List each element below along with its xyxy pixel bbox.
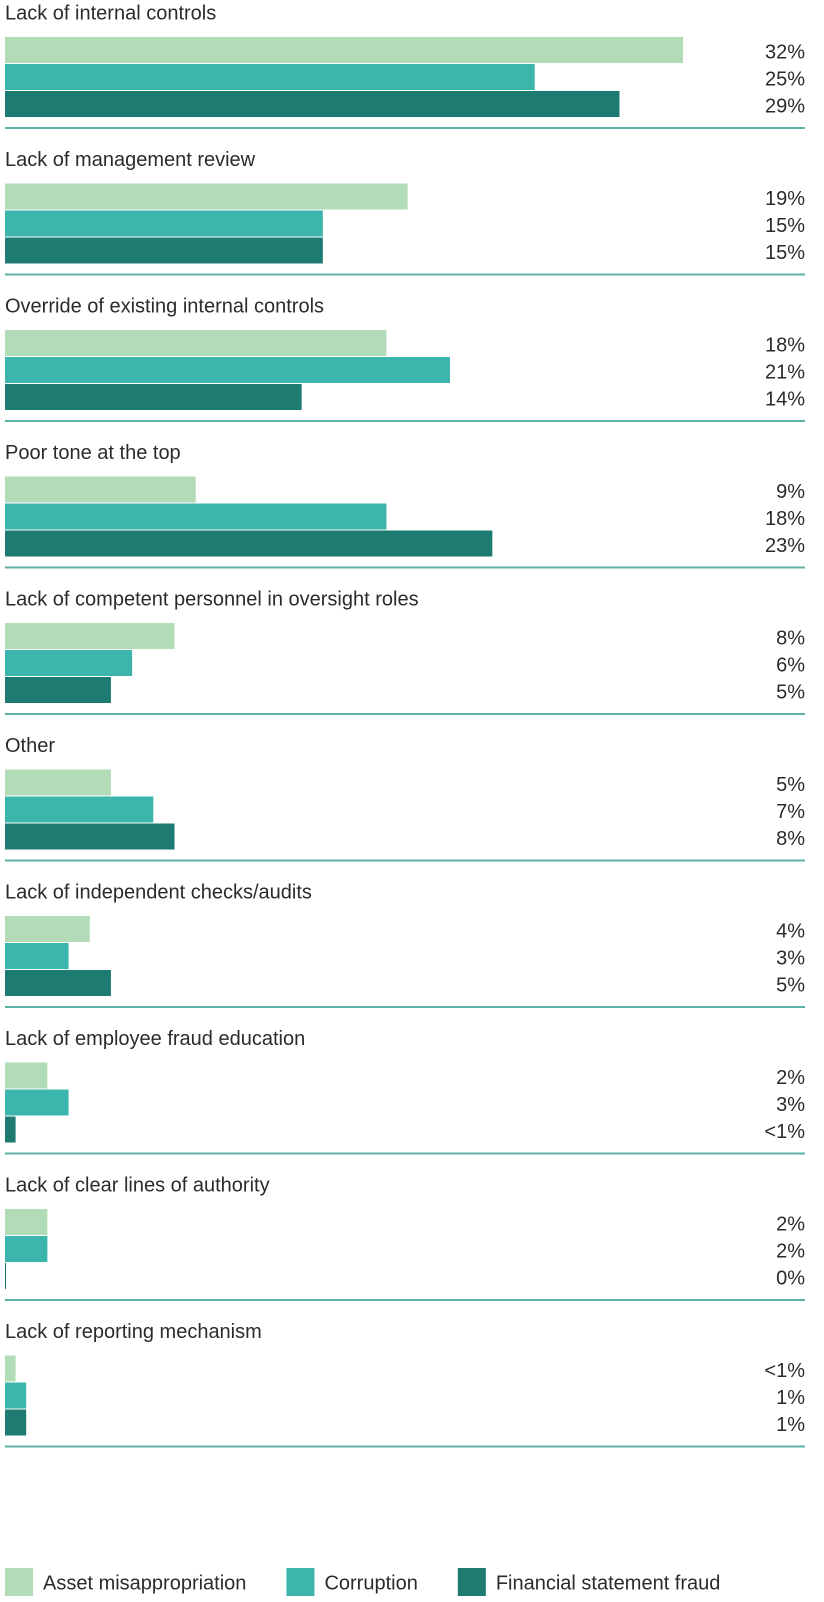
value-label: 2% xyxy=(776,1213,805,1235)
bar xyxy=(5,91,620,117)
bar xyxy=(5,503,387,530)
value-label: 1% xyxy=(776,1414,805,1436)
bar xyxy=(5,769,111,796)
value-label: 0% xyxy=(776,1267,805,1289)
value-label: 3% xyxy=(776,1094,805,1116)
value-label: 18% xyxy=(765,334,805,356)
legend-label: Asset misappropriation xyxy=(43,1572,246,1594)
legend-label: Financial statement fraud xyxy=(496,1572,721,1594)
category-label: Lack of clear lines of authority xyxy=(5,1174,270,1196)
category-label: Lack of internal controls xyxy=(5,2,216,24)
bar xyxy=(5,623,175,649)
value-label: 18% xyxy=(765,508,805,530)
bar xyxy=(5,1116,16,1143)
value-label: 7% xyxy=(776,801,805,823)
value-label: 5% xyxy=(776,774,805,796)
value-label: <1% xyxy=(764,1360,805,1382)
bar xyxy=(5,1236,48,1262)
category-label: Override of existing internal controls xyxy=(5,295,324,317)
bar xyxy=(5,530,493,557)
value-label: 15% xyxy=(765,215,805,237)
category-label: Other xyxy=(5,735,55,757)
value-label: 3% xyxy=(776,947,805,969)
value-label: 29% xyxy=(765,95,805,117)
value-label: 4% xyxy=(776,920,805,942)
bar xyxy=(5,37,684,63)
value-label: <1% xyxy=(764,1121,805,1143)
legend-swatch xyxy=(5,1568,33,1596)
bar xyxy=(5,384,302,410)
value-label: 25% xyxy=(765,68,805,90)
bar xyxy=(5,970,111,996)
bar xyxy=(5,943,69,969)
bar xyxy=(5,1263,6,1289)
bar xyxy=(5,330,387,356)
bar xyxy=(5,357,450,383)
value-label: 9% xyxy=(776,481,805,503)
category-label: Lack of competent personnel in oversight… xyxy=(5,588,419,610)
bar xyxy=(5,1409,27,1436)
bar xyxy=(5,476,196,503)
value-label: 6% xyxy=(776,654,805,676)
category-label: Lack of reporting mechanism xyxy=(5,1321,262,1343)
value-label: 19% xyxy=(765,188,805,210)
value-label: 5% xyxy=(776,681,805,703)
value-label: 1% xyxy=(776,1387,805,1409)
legend-label: Corruption xyxy=(324,1572,417,1594)
legend-swatch xyxy=(457,1568,486,1596)
category-label: Lack of management review xyxy=(5,149,256,171)
value-label: 15% xyxy=(765,242,805,264)
value-label: 21% xyxy=(765,361,805,383)
bar xyxy=(5,916,90,942)
category-label: Lack of employee fraud education xyxy=(5,1028,305,1050)
value-label: 8% xyxy=(776,627,805,649)
bar xyxy=(5,1062,48,1089)
bar xyxy=(5,1089,69,1116)
bar xyxy=(5,210,323,237)
value-label: 8% xyxy=(776,828,805,850)
bar xyxy=(5,64,535,90)
bar xyxy=(5,1209,48,1235)
bar xyxy=(5,796,154,823)
value-label: 14% xyxy=(765,388,805,410)
bar xyxy=(5,1382,27,1409)
category-label: Poor tone at the top xyxy=(5,442,181,464)
bar xyxy=(5,677,111,703)
category-label: Lack of independent checks/audits xyxy=(5,881,312,903)
bar xyxy=(5,1355,16,1382)
bar xyxy=(5,237,323,264)
value-label: 23% xyxy=(765,535,805,557)
bar xyxy=(5,650,133,676)
bar xyxy=(5,183,408,210)
value-label: 32% xyxy=(765,41,805,63)
bar xyxy=(5,823,175,850)
legend-swatch xyxy=(286,1568,315,1596)
value-label: 5% xyxy=(776,974,805,996)
value-label: 2% xyxy=(776,1067,805,1089)
value-label: 2% xyxy=(776,1240,805,1262)
